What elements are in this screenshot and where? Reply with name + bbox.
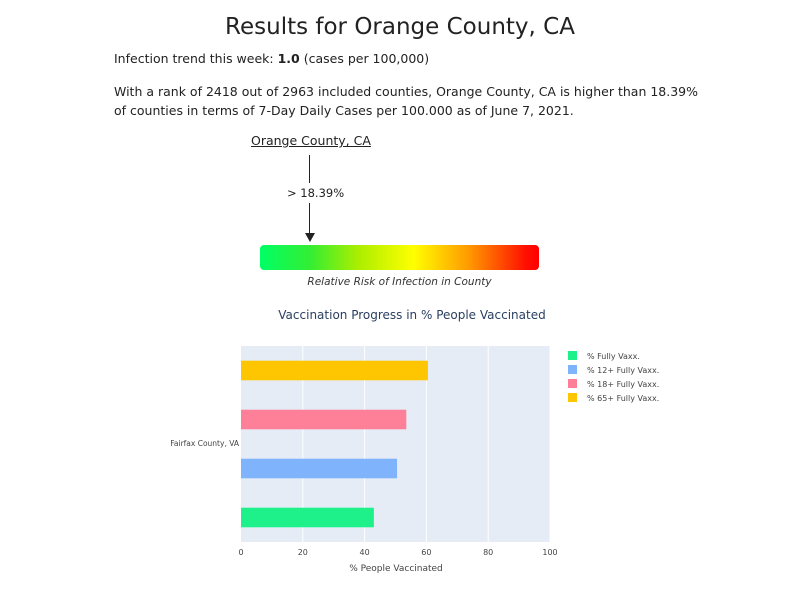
bar <box>241 360 428 381</box>
x-tick-label: 20 <box>298 548 308 557</box>
legend-swatch <box>568 351 577 360</box>
x-tick-label: 60 <box>421 548 431 557</box>
county-marker-label: Orange County, CA <box>251 133 371 148</box>
legend-swatch <box>568 393 577 402</box>
marker-arrowhead <box>305 233 315 242</box>
legend-entry: % 18+ Fully Vaxx. <box>587 380 659 389</box>
legend-swatch <box>568 379 577 388</box>
trend-value: 1.0 <box>277 51 300 66</box>
legend-swatch <box>568 365 577 374</box>
marker-line-top <box>309 155 310 183</box>
chart-title: Vaccination Progress in % People Vaccina… <box>278 308 545 322</box>
category-label: Fairfax County, VA <box>170 439 240 448</box>
marker-line-bottom <box>309 203 310 235</box>
legend-entry: % Fully Vaxx. <box>587 352 640 361</box>
rank-paragraph: With a rank of 2418 out of 2963 included… <box>114 84 698 118</box>
trend-prefix: Infection trend this week: <box>114 51 278 66</box>
trend-suffix: (cases per 100,000) <box>299 51 430 66</box>
x-axis-label: % People Vaccinated <box>349 564 443 574</box>
bar <box>241 458 398 479</box>
legend-entry: % 12+ Fully Vaxx. <box>587 366 659 375</box>
bars <box>241 360 428 528</box>
x-tick-label: 80 <box>483 548 493 557</box>
legend: % Fully Vaxx. % 12+ Fully Vaxx. % 18+ Full… <box>568 351 659 403</box>
x-tick-label: 40 <box>360 548 370 557</box>
x-tick-label: 0 <box>238 548 243 557</box>
x-tick-labels: 0 20 40 60 80 100 <box>238 548 557 557</box>
infection-trend-line: Infection trend this week: 1.0 (cases pe… <box>114 51 429 66</box>
percentile-label: > 18.39% <box>287 186 345 200</box>
page-title: Results for Orange County, CA <box>225 14 575 40</box>
bar <box>241 409 407 430</box>
x-tick-label: 100 <box>542 548 557 557</box>
risk-gradient-bar <box>260 245 539 270</box>
legend-entry: % 65+ Fully Vaxx. <box>587 394 659 403</box>
bar <box>241 507 374 528</box>
risk-caption: Relative Risk of Infection in County <box>307 276 492 288</box>
